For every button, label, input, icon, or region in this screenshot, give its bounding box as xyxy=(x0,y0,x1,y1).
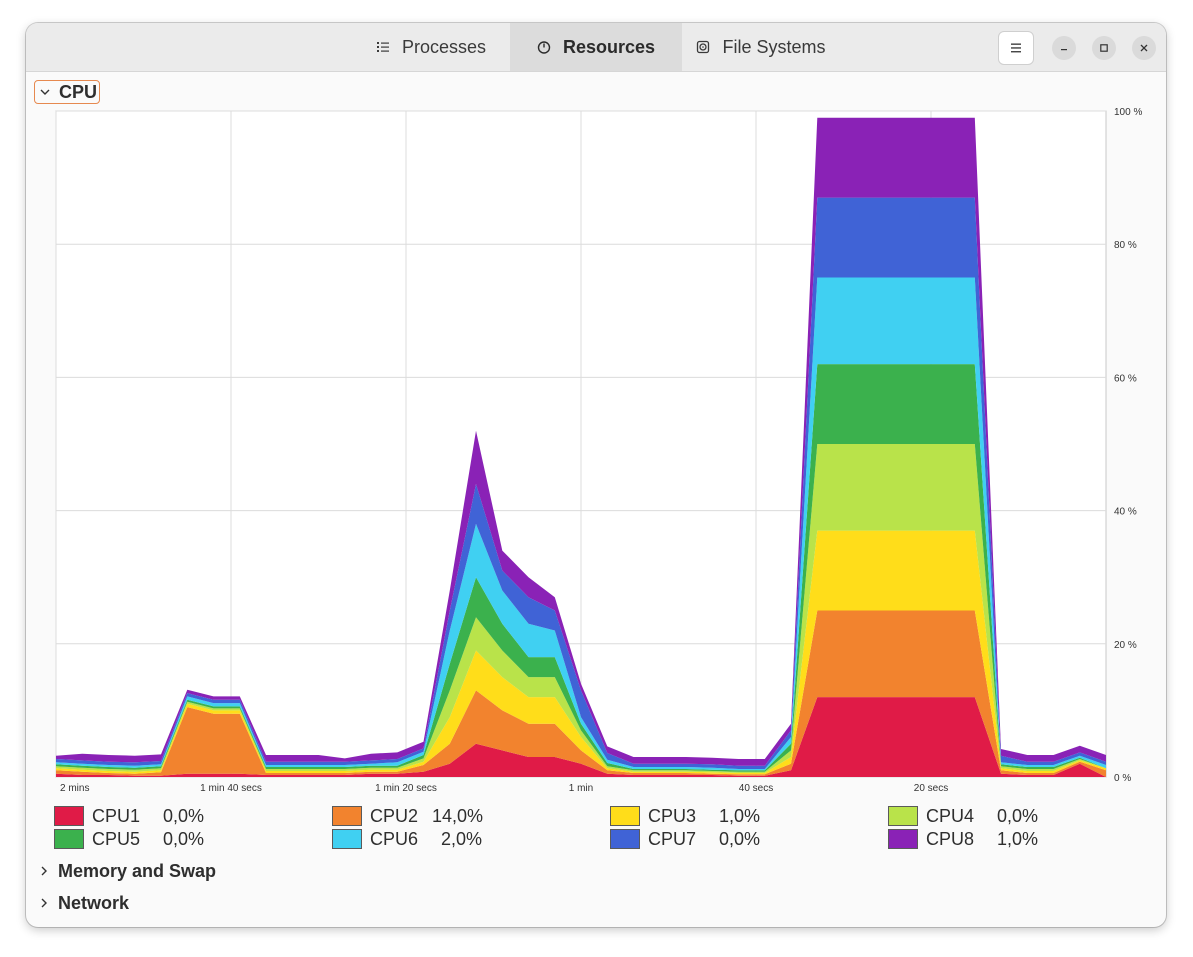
legend-item-cpu7[interactable]: CPU7 0,0% xyxy=(610,828,760,850)
legend-swatch[interactable] xyxy=(888,829,918,849)
tab-processes-label: Processes xyxy=(401,36,487,57)
tab-file-systems-label: File Systems xyxy=(722,36,826,57)
legend-item-cpu6[interactable]: CPU6 2,0% xyxy=(332,828,482,850)
tab-resources[interactable]: Resources xyxy=(510,23,682,71)
legend-label: CPU3 xyxy=(648,805,697,826)
legend-swatch[interactable] xyxy=(610,829,640,849)
y-tick-label: 60 % xyxy=(1114,373,1137,384)
tab-file-systems[interactable]: File Systems xyxy=(682,23,840,71)
legend-swatch[interactable] xyxy=(610,806,640,826)
legend-label: CPU5 xyxy=(92,828,141,849)
minimize-icon xyxy=(1061,49,1067,51)
legend-label: CPU8 xyxy=(926,828,975,849)
menu-icon xyxy=(1011,43,1021,53)
legend-swatch[interactable] xyxy=(54,806,84,826)
network-section-label: Network xyxy=(58,892,130,913)
area-series-cpu2 xyxy=(56,610,1106,777)
y-tick-label: 80 % xyxy=(1114,240,1137,251)
legend-value: 2,0% xyxy=(440,828,482,849)
legend-item-cpu1[interactable]: CPU1 0,0% xyxy=(54,805,204,827)
memory-section-toggle[interactable]: Memory and Swap xyxy=(38,859,216,883)
cpu-section-label: CPU xyxy=(59,81,98,102)
chevron-down-icon xyxy=(40,89,50,95)
memory-section-label: Memory and Swap xyxy=(58,860,217,881)
legend-item-cpu8[interactable]: CPU8 1,0% xyxy=(888,828,1038,850)
minimize-button[interactable] xyxy=(1052,36,1076,60)
area-series-cpu1 xyxy=(56,697,1106,777)
y-tick-label: 100 % xyxy=(1114,107,1142,118)
legend-label: CPU1 xyxy=(92,805,141,826)
legend-value: 14,0% xyxy=(432,805,484,826)
y-tick-label: 40 % xyxy=(1114,507,1137,518)
legend-value: 1,0% xyxy=(718,805,760,826)
legend-value: 0,0% xyxy=(718,828,760,849)
header-bar: Processes Resources File Systems xyxy=(26,23,1166,72)
x-tick-label: 1 min xyxy=(569,783,593,794)
list-icon xyxy=(376,42,389,52)
close-icon xyxy=(1140,44,1148,52)
maximize-icon xyxy=(1100,44,1108,52)
x-tick-label: 2 mins xyxy=(60,783,89,794)
x-tick-label: 1 min 20 secs xyxy=(375,783,437,794)
legend-item-cpu5[interactable]: CPU5 0,0% xyxy=(54,828,204,850)
legend-value: 1,0% xyxy=(996,828,1038,849)
gauge-icon xyxy=(537,41,551,54)
cpu-section-toggle[interactable]: CPU xyxy=(34,80,101,104)
legend-item-cpu3[interactable]: CPU3 1,0% xyxy=(610,805,760,827)
legend-label: CPU2 xyxy=(370,805,419,826)
close-button[interactable] xyxy=(1132,36,1156,60)
area-series-cpu3 xyxy=(56,530,1106,775)
y-tick-label: 20 % xyxy=(1114,640,1137,651)
x-tick-label: 40 secs xyxy=(739,783,773,794)
legend-item-cpu2[interactable]: CPU2 14,0% xyxy=(332,805,484,827)
tab-processes[interactable]: Processes xyxy=(352,23,510,71)
legend-label: CPU7 xyxy=(648,828,697,849)
legend-swatch[interactable] xyxy=(332,829,362,849)
system-monitor-window: Processes Resources File Systems xyxy=(26,23,1166,927)
chevron-right-icon xyxy=(41,866,47,876)
y-tick-label: 0 % xyxy=(1114,773,1131,784)
legend-swatch[interactable] xyxy=(54,829,84,849)
area-series-cpu4 xyxy=(56,444,1106,773)
disk-icon xyxy=(697,40,710,54)
legend-label: CPU6 xyxy=(370,828,419,849)
legend-item-cpu4[interactable]: CPU4 0,0% xyxy=(888,805,1038,827)
cpu-legend: CPU1 0,0% CPU2 14,0% CPU3 1,0% CPU4 0,0% CPU5 0,0… xyxy=(54,805,1154,855)
menu-button[interactable] xyxy=(998,31,1034,65)
legend-value: 0,0% xyxy=(996,805,1038,826)
legend-swatch[interactable] xyxy=(888,806,918,826)
tab-resources-label: Resources xyxy=(562,36,656,57)
x-tick-label: 20 secs xyxy=(914,783,948,794)
legend-value: 0,0% xyxy=(162,828,204,849)
maximize-button[interactable] xyxy=(1092,36,1116,60)
network-section-toggle[interactable]: Network xyxy=(38,891,129,915)
legend-swatch[interactable] xyxy=(332,806,362,826)
legend-value: 0,0% xyxy=(162,805,204,826)
chevron-right-icon xyxy=(41,898,47,908)
legend-label: CPU4 xyxy=(926,805,975,826)
x-tick-label: 1 min 40 secs xyxy=(200,783,262,794)
cpu-history-chart: 100 % 80 % 60 % 40 % 20 % 0 % 2 mins 1 min 40 s… xyxy=(55,107,1142,794)
